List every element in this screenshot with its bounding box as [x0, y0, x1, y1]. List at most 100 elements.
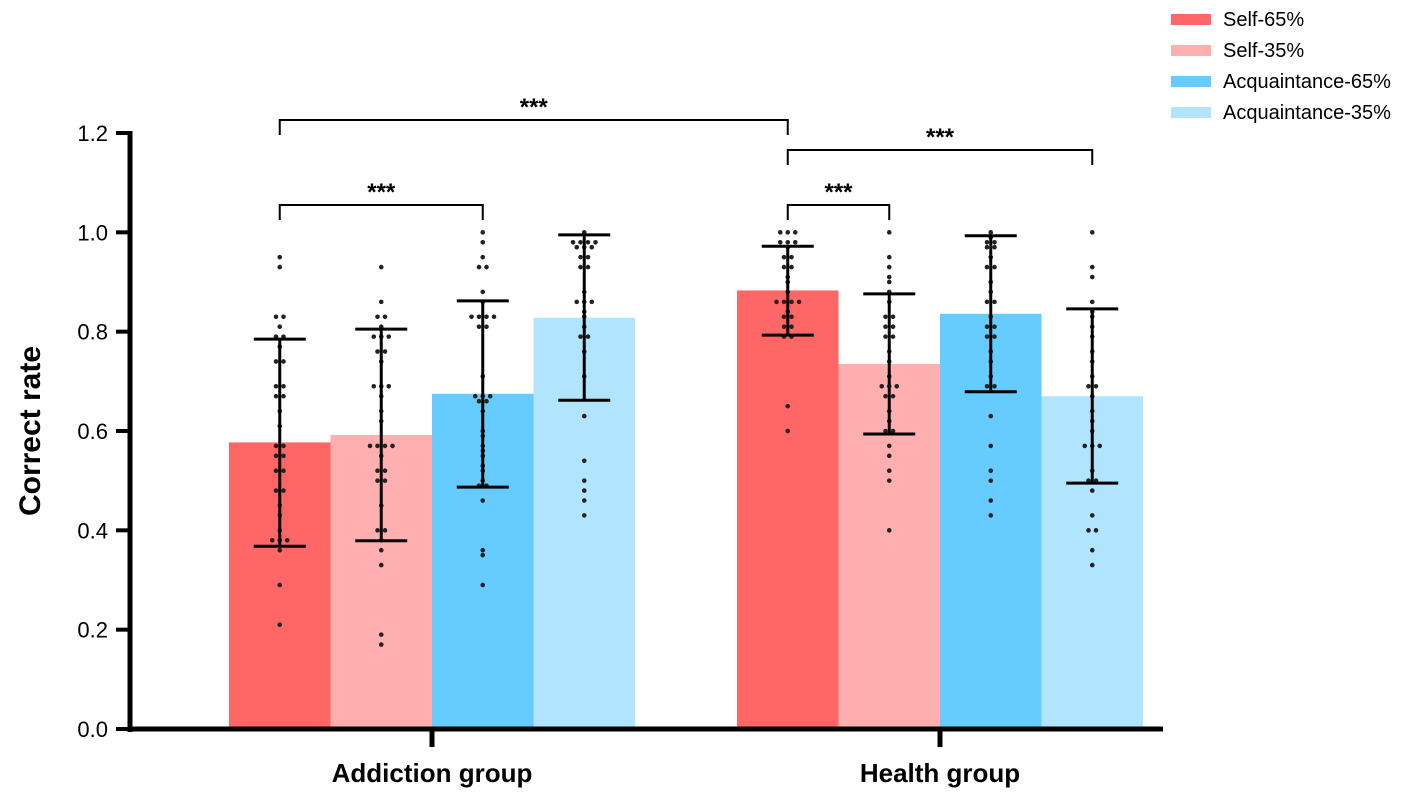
data-point	[883, 324, 888, 330]
data-point	[777, 230, 783, 235]
data-point	[886, 274, 892, 280]
data-point	[382, 349, 388, 354]
data-point	[281, 488, 286, 493]
data-point	[1089, 274, 1095, 280]
data-point	[589, 299, 595, 305]
data-point	[378, 562, 384, 568]
data-point	[984, 299, 990, 305]
legend-label: Acquaintance-35%	[1223, 102, 1391, 124]
data-point	[277, 254, 283, 260]
data-point	[273, 393, 279, 399]
data-point	[484, 264, 489, 270]
data-point	[1089, 264, 1095, 270]
data-point	[777, 239, 783, 245]
data-point	[789, 254, 794, 260]
data-point	[796, 299, 802, 305]
data-point	[281, 359, 286, 364]
data-point	[378, 547, 384, 553]
data-point	[1093, 384, 1099, 389]
data-point	[890, 334, 896, 339]
data-point	[883, 393, 888, 399]
data-point	[476, 398, 482, 404]
data-point	[382, 478, 388, 483]
data-point	[574, 299, 580, 305]
data-point	[578, 264, 583, 270]
data-point	[273, 468, 279, 474]
data-point	[578, 334, 583, 339]
data-point	[585, 239, 591, 245]
data-point	[390, 443, 395, 449]
data-point	[574, 244, 580, 250]
data-point	[886, 279, 892, 285]
data-point	[480, 547, 486, 553]
data-point	[581, 458, 587, 464]
legend-swatch	[1171, 107, 1211, 118]
data-point	[581, 488, 587, 493]
legend-label: Self-35%	[1223, 40, 1304, 62]
data-point	[273, 359, 279, 364]
data-point	[1089, 299, 1095, 305]
data-point	[1086, 384, 1091, 389]
data-point	[1089, 513, 1095, 518]
data-point	[371, 334, 377, 339]
data-point	[480, 552, 486, 558]
data-point	[1089, 562, 1095, 568]
data-point	[382, 528, 388, 533]
data-point	[792, 239, 798, 245]
data-point	[273, 384, 279, 389]
data-point	[785, 239, 791, 245]
y-axis-label: Correct rate	[14, 346, 47, 516]
bar	[737, 290, 839, 729]
significance-label: ***	[824, 179, 853, 206]
data-point	[570, 239, 576, 245]
data-point	[269, 537, 275, 543]
data-point	[781, 299, 787, 305]
data-point	[281, 453, 286, 459]
data-point	[988, 513, 994, 518]
data-point	[277, 547, 283, 553]
data-point	[273, 453, 279, 459]
legend-swatch	[1171, 76, 1211, 87]
x-tick-label: Health group	[860, 758, 1020, 788]
data-point	[890, 324, 896, 330]
data-point	[984, 244, 990, 250]
data-point	[988, 468, 994, 474]
data-point	[789, 324, 794, 330]
data-point	[886, 528, 892, 533]
data-point	[1089, 488, 1095, 493]
data-point	[581, 498, 587, 503]
data-point	[886, 468, 892, 474]
data-point	[480, 289, 486, 295]
data-point	[883, 314, 888, 320]
data-point	[277, 582, 283, 588]
data-point	[984, 239, 990, 245]
data-point	[469, 314, 474, 320]
data-point	[476, 264, 482, 270]
data-point	[890, 428, 896, 434]
data-point	[992, 299, 997, 305]
data-point	[886, 230, 892, 235]
data-point	[988, 498, 994, 503]
data-point	[1093, 528, 1099, 533]
data-point	[386, 384, 392, 389]
data-point	[585, 254, 591, 260]
data-point	[581, 513, 587, 518]
data-point	[781, 254, 787, 260]
data-point	[386, 334, 392, 339]
x-tick-label: Addiction group	[332, 758, 533, 788]
data-point	[375, 478, 380, 483]
data-point	[1082, 443, 1088, 449]
legend: Self-65% Self-35% Acquaintance-65% Acquaint…	[1171, 9, 1391, 124]
data-point	[375, 314, 380, 320]
data-point	[785, 403, 791, 409]
data-point	[378, 299, 384, 305]
significance-label: ***	[926, 124, 955, 151]
data-point	[992, 239, 997, 245]
data-point	[789, 314, 794, 320]
data-point	[988, 478, 994, 483]
data-point	[273, 443, 279, 449]
data-point	[1089, 230, 1095, 235]
data-point	[581, 478, 587, 483]
data-point	[375, 443, 380, 449]
